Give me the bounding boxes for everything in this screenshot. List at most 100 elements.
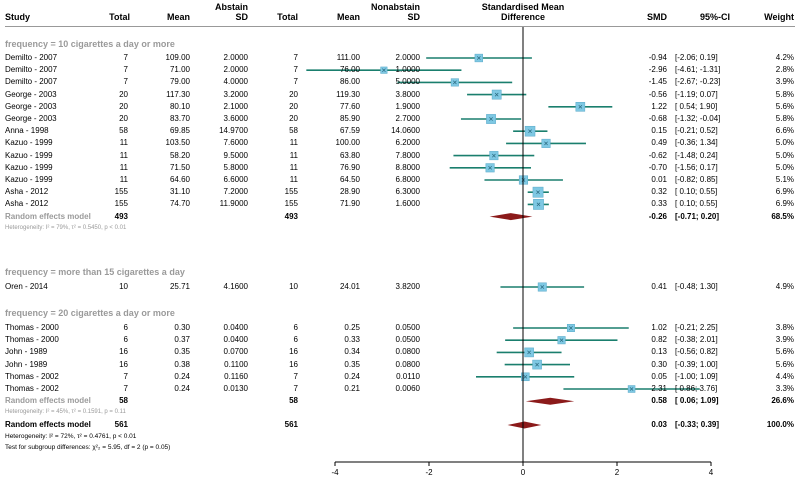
abstain-total: 7: [123, 65, 128, 75]
overall-heterogeneity: Heterogeneity: I² = 72%, τ² = 0.4761, p …: [5, 433, 137, 440]
abstain-total: 20: [119, 89, 128, 99]
weight-value: 5.0%: [775, 162, 794, 172]
abstain-mean: 31.10: [169, 187, 190, 197]
abstain-mean: 83.70: [169, 114, 190, 123]
abstain-sd: 0.1100: [224, 359, 248, 369]
nonabstain-sd: 5.0000: [395, 77, 420, 87]
subgroup-label: frequency = 20 cigarettes a day or more: [5, 308, 175, 318]
ci-value: [-2.06; 0.19]: [675, 53, 718, 62]
abstain-total: 20: [119, 101, 128, 111]
nonabstain-total: 7: [293, 77, 298, 87]
pooled-abstain-total: 493: [114, 211, 128, 221]
ci-value: [ 0.54; 1.90]: [675, 101, 718, 111]
header-plot-title-2: Difference: [500, 12, 545, 22]
abstain-sd: 9.5000: [223, 150, 248, 160]
ci-value: [-0.48; 1.30]: [675, 282, 718, 291]
abstain-mean: 71.50: [169, 162, 190, 172]
weight-value: 6.9%: [775, 199, 794, 209]
nonabstain-sd: 8.8000: [395, 162, 420, 172]
divider: [5, 26, 795, 27]
nonabstain-sd: 0.0110: [396, 371, 420, 381]
study-name: George - 2003: [5, 114, 57, 123]
nonabstain-mean: 86.00: [339, 77, 360, 87]
abstain-sd: 0.0400: [223, 323, 248, 332]
abstain-total: 11: [119, 162, 128, 172]
weight-value: 6.9%: [775, 187, 794, 197]
nonabstain-mean: 64.50: [339, 175, 360, 184]
study-name: John - 1989: [5, 347, 48, 357]
nonabstain-sd: 1.6000: [395, 199, 420, 209]
ci-value: [-1.19; 0.07]: [675, 89, 718, 99]
weight-value: 3.9%: [775, 77, 794, 87]
nonabstain-sd: 2.0000: [395, 53, 420, 62]
study-name: Demilto - 2007: [5, 77, 58, 87]
nonabstain-total: 155: [284, 199, 298, 209]
header-a-total: Total: [109, 12, 130, 22]
nonabstain-mean: 67.59: [339, 126, 360, 136]
nonabstain-mean: 100.00: [335, 138, 360, 148]
square-cross: [488, 165, 492, 170]
nonabstain-sd: 6.3000: [395, 187, 420, 197]
abstain-total: 155: [114, 199, 128, 209]
nonabstain-sd: 1.0000: [395, 65, 420, 75]
abstain-total: 7: [123, 53, 128, 62]
square-cross: [569, 326, 573, 330]
header-ci: 95%-CI: [699, 12, 730, 22]
pooled-weight: 26.6%: [771, 396, 794, 406]
nonabstain-total: 7: [293, 53, 298, 62]
pooled-abstain-total: 58: [119, 396, 128, 406]
abstain-total: 16: [119, 347, 128, 357]
weight-value: 5.6%: [775, 101, 794, 111]
nonabstain-sd: 0.0800: [395, 359, 420, 369]
heterogeneity-note: Heterogeneity: I² = 45%, τ² = 0.1591, p …: [5, 409, 126, 416]
weight-value: 3.9%: [775, 335, 794, 345]
smd-value: 0.33: [651, 199, 667, 209]
pooled-ci: [-0.33; 0.39]: [675, 420, 720, 429]
abstain-mean: 25.71: [169, 282, 190, 291]
x-tick-label: 2: [614, 468, 620, 477]
pooled-diamond: [507, 421, 542, 429]
study-name: Asha - 2012: [5, 199, 49, 209]
smd-value: 0.41: [651, 282, 667, 291]
pooled-smd: 0.03: [651, 420, 667, 429]
x-tick-label: 0: [520, 468, 526, 477]
nonabstain-total: 11: [289, 138, 298, 148]
nonabstain-total: 11: [289, 162, 298, 172]
nonabstain-sd: 6.8000: [395, 175, 420, 184]
abstain-total: 7: [123, 371, 128, 381]
nonabstain-sd: 0.0800: [395, 347, 420, 357]
x-tick-label: 4: [708, 468, 714, 477]
nonabstain-sd: 0.0500: [395, 323, 420, 332]
abstain-total: 20: [119, 114, 128, 123]
smd-value: 1.02: [651, 323, 667, 332]
nonabstain-total: 7: [293, 371, 298, 381]
square-cross: [528, 129, 532, 134]
abstain-mean: 0.38: [174, 359, 190, 369]
study-name: Demilto - 2007: [5, 65, 58, 75]
smd-value: 0.15: [651, 126, 667, 136]
nonabstain-total: 6: [293, 335, 298, 345]
study-name: Demilto - 2007: [5, 53, 58, 62]
abstain-sd: 3.6000: [223, 114, 248, 123]
smd-value: 0.49: [651, 138, 667, 148]
nonabstain-mean: 76.90: [339, 162, 360, 172]
header-n-total: Total: [277, 12, 298, 22]
abstain-sd: 6.6000: [223, 175, 248, 184]
nonabstain-sd: 7.8000: [395, 150, 420, 160]
abstain-sd: 14.9700: [219, 126, 248, 136]
abstain-total: 7: [123, 384, 128, 393]
smd-value: 2.31: [651, 384, 667, 393]
ci-value: [-0.82; 0.85]: [675, 175, 718, 184]
smd-value: -0.56: [648, 89, 667, 99]
smd-value: -0.70: [648, 162, 667, 172]
abstain-mean: 58.20: [169, 150, 190, 160]
nonabstain-total: 10: [289, 282, 298, 291]
nonabstain-mean: 71.90: [339, 199, 360, 209]
nonabstain-total: 155: [284, 187, 298, 197]
abstain-sd: 2.1000: [223, 101, 248, 111]
square-cross: [382, 68, 386, 73]
header-a-sd: SD: [235, 12, 248, 22]
nonabstain-total: 20: [289, 101, 298, 111]
nonabstain-mean: 0.33: [344, 335, 360, 345]
